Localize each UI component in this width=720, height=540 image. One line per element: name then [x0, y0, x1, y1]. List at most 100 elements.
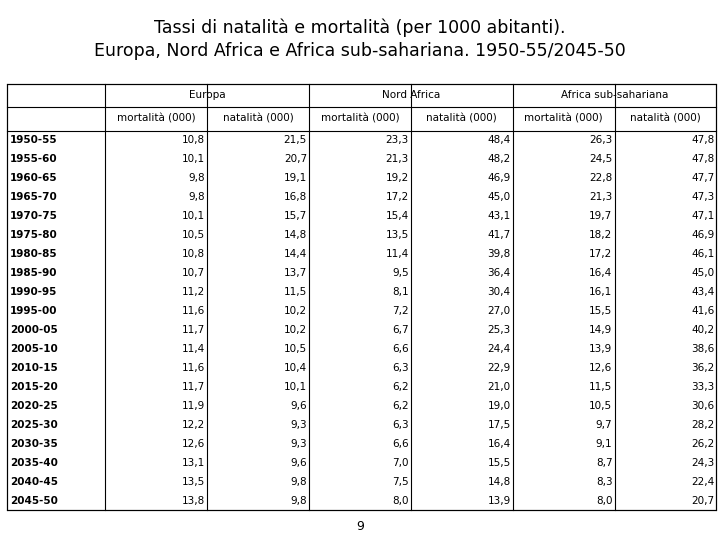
Text: 9,1: 9,1 [595, 439, 613, 449]
Text: 1990-95: 1990-95 [10, 287, 58, 297]
Text: 9,6: 9,6 [290, 401, 307, 411]
Text: 28,2: 28,2 [691, 420, 714, 430]
Text: 30,6: 30,6 [691, 401, 714, 411]
Text: 43,1: 43,1 [487, 211, 510, 221]
Text: 10,5: 10,5 [589, 401, 613, 411]
Text: 2045-50: 2045-50 [10, 496, 58, 506]
Text: 6,3: 6,3 [392, 420, 409, 430]
Text: 36,4: 36,4 [487, 268, 510, 278]
Text: 7,2: 7,2 [392, 306, 409, 316]
Text: 11,7: 11,7 [182, 382, 205, 392]
Text: 48,4: 48,4 [487, 135, 510, 145]
Text: 11,6: 11,6 [182, 306, 205, 316]
Text: 47,3: 47,3 [691, 192, 714, 202]
Text: 10,8: 10,8 [182, 249, 205, 259]
Text: 19,1: 19,1 [284, 173, 307, 183]
Text: 12,2: 12,2 [182, 420, 205, 430]
Text: 14,4: 14,4 [284, 249, 307, 259]
Text: 19,2: 19,2 [385, 173, 409, 183]
Text: 47,8: 47,8 [691, 135, 714, 145]
Text: 2040-45: 2040-45 [10, 477, 58, 487]
Text: 11,4: 11,4 [182, 344, 205, 354]
Text: 9,5: 9,5 [392, 268, 409, 278]
Text: 23,3: 23,3 [385, 135, 409, 145]
Text: 2010-15: 2010-15 [10, 363, 58, 373]
Text: 27,0: 27,0 [487, 306, 510, 316]
Text: 10,7: 10,7 [182, 268, 205, 278]
Text: 1960-65: 1960-65 [10, 173, 58, 183]
Text: 25,3: 25,3 [487, 325, 510, 335]
Text: mortalità (000): mortalità (000) [524, 114, 603, 124]
Text: 15,5: 15,5 [589, 306, 613, 316]
Text: 24,3: 24,3 [691, 458, 714, 468]
Text: 9,8: 9,8 [189, 192, 205, 202]
Text: 10,1: 10,1 [182, 211, 205, 221]
Text: 8,0: 8,0 [392, 496, 409, 506]
Text: 21,5: 21,5 [284, 135, 307, 145]
Text: 36,2: 36,2 [691, 363, 714, 373]
Text: 13,5: 13,5 [385, 230, 409, 240]
Text: 43,4: 43,4 [691, 287, 714, 297]
Text: 1970-75: 1970-75 [10, 211, 58, 221]
Text: 10,8: 10,8 [182, 135, 205, 145]
Text: 9,8: 9,8 [189, 173, 205, 183]
Text: 40,2: 40,2 [691, 325, 714, 335]
Text: 19,7: 19,7 [589, 211, 613, 221]
Text: 6,6: 6,6 [392, 439, 409, 449]
Text: 15,4: 15,4 [385, 211, 409, 221]
Text: 7,0: 7,0 [392, 458, 409, 468]
Text: 9,3: 9,3 [290, 439, 307, 449]
Text: 9,3: 9,3 [290, 420, 307, 430]
Text: 47,7: 47,7 [691, 173, 714, 183]
Text: 10,1: 10,1 [284, 382, 307, 392]
Text: 22,8: 22,8 [589, 173, 613, 183]
Text: 12,6: 12,6 [589, 363, 613, 373]
Text: 2035-40: 2035-40 [10, 458, 58, 468]
Text: 16,4: 16,4 [487, 439, 510, 449]
Text: 10,1: 10,1 [182, 154, 205, 164]
Text: 45,0: 45,0 [691, 268, 714, 278]
Text: 2020-25: 2020-25 [10, 401, 58, 411]
Text: 38,6: 38,6 [691, 344, 714, 354]
Text: natalità (000): natalità (000) [222, 114, 294, 124]
Text: 13,9: 13,9 [487, 496, 510, 506]
Text: 13,5: 13,5 [182, 477, 205, 487]
Text: 33,3: 33,3 [691, 382, 714, 392]
Text: 13,7: 13,7 [284, 268, 307, 278]
Text: 1985-90: 1985-90 [10, 268, 58, 278]
Text: 10,4: 10,4 [284, 363, 307, 373]
Text: 10,5: 10,5 [284, 344, 307, 354]
Text: 45,0: 45,0 [487, 192, 510, 202]
Text: 2025-30: 2025-30 [10, 420, 58, 430]
Text: 6,7: 6,7 [392, 325, 409, 335]
Text: 26,3: 26,3 [589, 135, 613, 145]
Text: 8,0: 8,0 [596, 496, 613, 506]
Text: 11,4: 11,4 [385, 249, 409, 259]
Text: 9,8: 9,8 [290, 496, 307, 506]
Text: 10,2: 10,2 [284, 325, 307, 335]
Text: 11,6: 11,6 [182, 363, 205, 373]
Text: Europa: Europa [189, 90, 225, 100]
Text: 14,9: 14,9 [589, 325, 613, 335]
Text: 8,7: 8,7 [595, 458, 613, 468]
Text: 16,1: 16,1 [589, 287, 613, 297]
Text: 10,2: 10,2 [284, 306, 307, 316]
Text: 21,0: 21,0 [487, 382, 510, 392]
Text: 47,1: 47,1 [691, 211, 714, 221]
Text: Nord Africa: Nord Africa [382, 90, 440, 100]
Text: 12,6: 12,6 [182, 439, 205, 449]
Text: 39,8: 39,8 [487, 249, 510, 259]
Text: 6,6: 6,6 [392, 344, 409, 354]
Text: 41,6: 41,6 [691, 306, 714, 316]
Text: 46,9: 46,9 [691, 230, 714, 240]
Text: 22,9: 22,9 [487, 363, 510, 373]
Text: mortalità (000): mortalità (000) [117, 114, 196, 124]
Text: 19,0: 19,0 [487, 401, 510, 411]
Text: 9,6: 9,6 [290, 458, 307, 468]
Text: 14,8: 14,8 [487, 477, 510, 487]
Text: 30,4: 30,4 [487, 287, 510, 297]
Text: 2030-35: 2030-35 [10, 439, 58, 449]
Text: 1980-85: 1980-85 [10, 249, 58, 259]
Text: 6,3: 6,3 [392, 363, 409, 373]
Text: 21,3: 21,3 [589, 192, 613, 202]
